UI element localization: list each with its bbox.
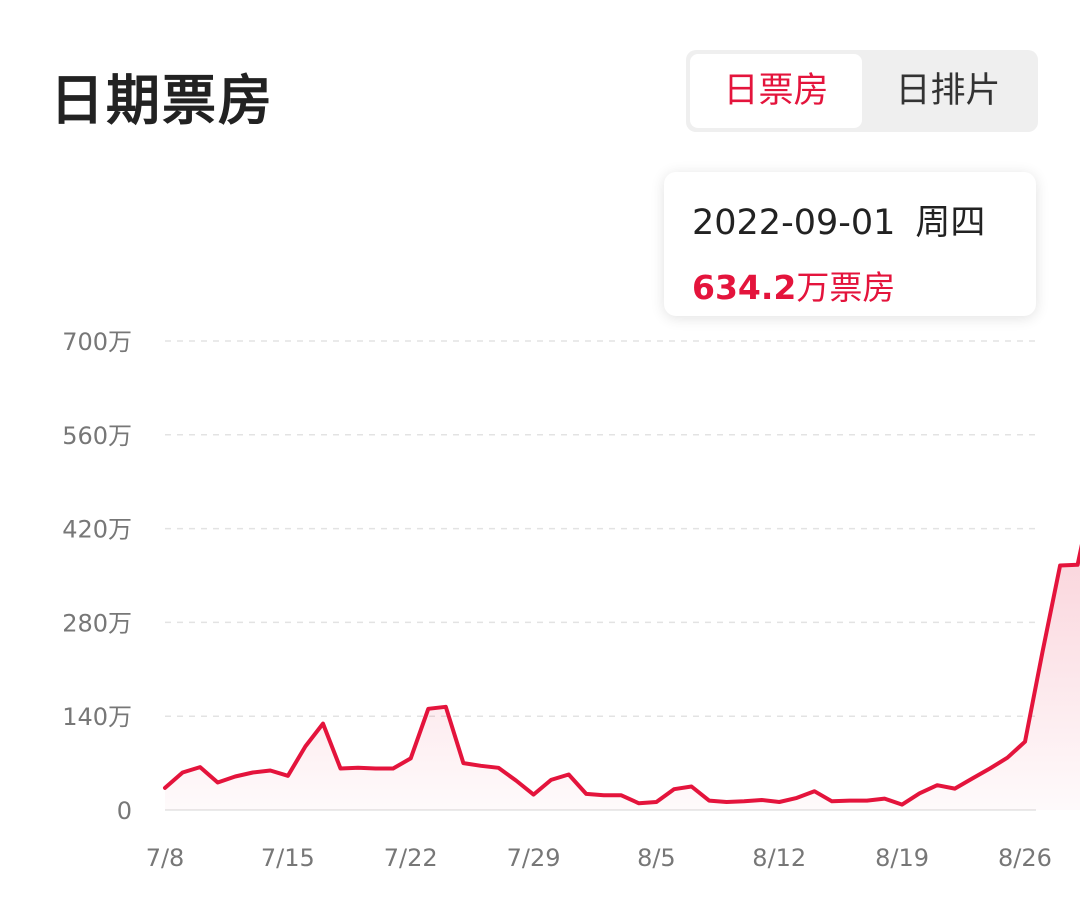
tab-daily-box-office[interactable]: 日票房 xyxy=(690,54,862,128)
x-axis-ticks: 7/87/157/227/298/58/128/198/269/29/9 xyxy=(146,844,1052,872)
x-tick-label: 8/26 xyxy=(998,844,1052,872)
y-tick-label: 0 xyxy=(117,797,132,825)
y-tick-label: 560万 xyxy=(62,422,132,450)
y-tick-label: 700万 xyxy=(62,328,132,356)
view-toggle: 日票房 日排片 xyxy=(686,50,1038,132)
tooltip-suffix: 万票房 xyxy=(796,268,896,307)
tooltip-value: 634.2 xyxy=(692,268,797,307)
x-tick-label: 7/15 xyxy=(261,844,315,872)
x-tick-label: 7/22 xyxy=(384,844,438,872)
grid-lines xyxy=(165,340,1036,811)
tooltip-date: 2022-09-01 xyxy=(692,203,896,243)
area-fill xyxy=(165,553,1080,810)
y-axis-ticks: 0 140万 280万 420万 560万 700万 xyxy=(62,328,132,825)
y-tick-label: 420万 xyxy=(62,516,132,544)
x-tick-label: 8/19 xyxy=(875,844,929,872)
series-line-actual xyxy=(163,543,1080,807)
tooltip-weekday: 周四 xyxy=(915,203,986,243)
x-tick-label: 7/8 xyxy=(146,844,185,872)
tab-daily-schedule[interactable]: 日排片 xyxy=(895,71,1001,111)
x-tick-label: 8/5 xyxy=(637,844,676,872)
page-title: 日期票房 xyxy=(50,69,274,132)
tooltip: 2022-09-01 周四 634.2万票房 xyxy=(664,172,1036,316)
x-tick-label: 7/29 xyxy=(507,844,561,872)
y-tick-label: 280万 xyxy=(62,609,132,637)
y-tick-label: 140万 xyxy=(62,703,132,731)
x-tick-label: 8/12 xyxy=(752,844,806,872)
